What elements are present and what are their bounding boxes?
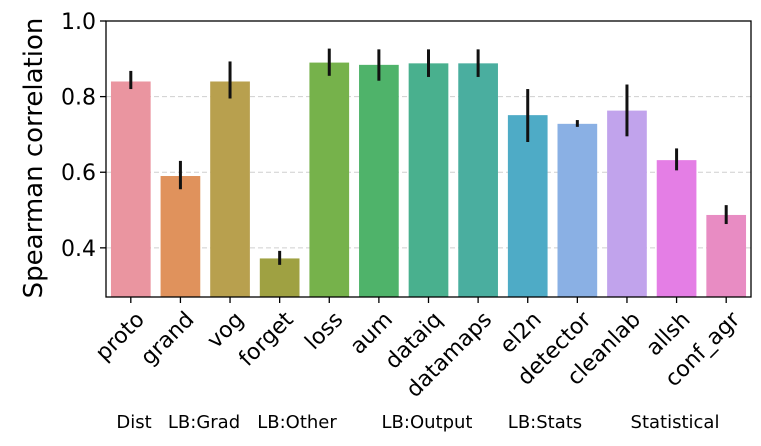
y-axis-label: Spearman correlation xyxy=(19,18,49,299)
x-tick-label-forget: forget xyxy=(234,307,299,372)
group-label: Dist xyxy=(116,412,151,433)
group-label: LB:Other xyxy=(257,412,337,433)
group-label: Statistical xyxy=(631,412,720,433)
bar-grand xyxy=(160,176,201,297)
bar-aum xyxy=(359,64,399,297)
bar-allsh xyxy=(656,160,697,297)
group-labels: Dist LB:Grad LB:Other LB:Output LB:Stats Stat… xyxy=(116,412,719,433)
bar-datamaps xyxy=(458,63,498,297)
x-tick-label-loss: loss xyxy=(301,307,349,355)
error-bars xyxy=(129,48,728,265)
y-tick-label: 0.8 xyxy=(61,86,96,111)
y-tick-label: 0.4 xyxy=(61,237,96,262)
bar-el2n xyxy=(507,115,548,298)
group-label: LB:Stats xyxy=(508,412,582,433)
group-label: LB:Grad xyxy=(168,412,240,433)
bars xyxy=(110,62,747,298)
bar-cleanlab xyxy=(607,110,647,298)
x-tick-label-grand: grand xyxy=(136,307,199,370)
bar-loss xyxy=(309,62,350,297)
y-tick-label: 0.6 xyxy=(61,161,96,186)
group-label: LB:Output xyxy=(382,412,473,433)
bar-detector xyxy=(557,123,598,298)
bar-proto xyxy=(110,81,151,297)
y-tick-label: 1.0 xyxy=(61,10,96,35)
bar-conf_agr xyxy=(706,214,747,297)
bar-vog xyxy=(210,81,250,297)
y-ticks: 0.4 0.6 0.8 1.0 xyxy=(61,10,106,262)
bar-dataiq xyxy=(408,63,449,297)
